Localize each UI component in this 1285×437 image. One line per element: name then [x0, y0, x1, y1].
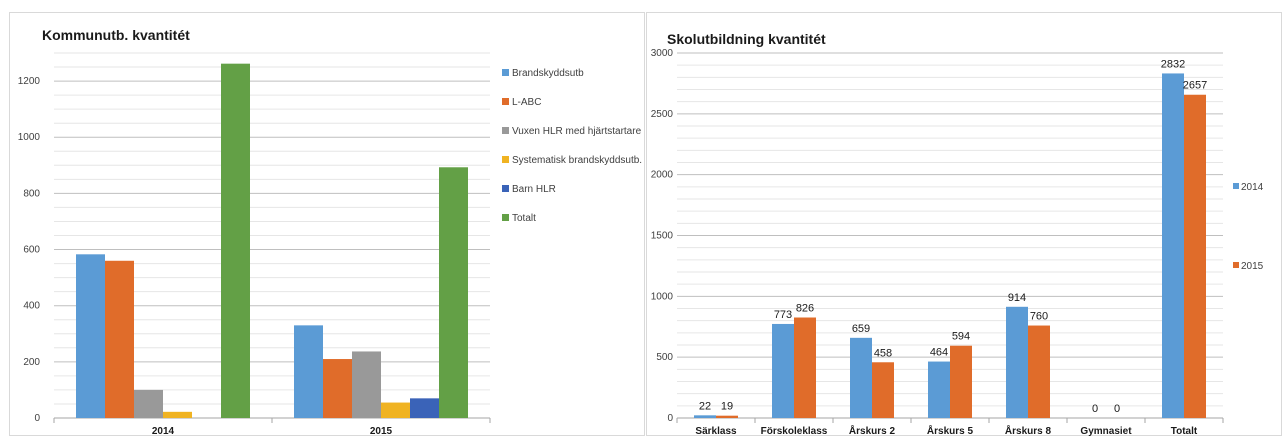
bar-barn-hlr-2015 — [410, 398, 439, 418]
data-label: 19 — [721, 401, 733, 413]
legend-label-brandskyddsutb: Brandskyddsutb — [512, 68, 584, 79]
y-tick-label: 600 — [23, 245, 40, 256]
data-label: 464 — [930, 347, 948, 359]
bar-2015-totalt — [1184, 94, 1206, 419]
bar-l-abc-2015 — [323, 359, 352, 418]
x-category-label: Årskurs 5 — [927, 424, 974, 437]
y-tick-label: 1000 — [651, 291, 674, 302]
y-tick-label: 800 — [23, 188, 40, 199]
data-label: 914 — [1008, 292, 1026, 304]
bar-systematisk-brandskyddsutb-2014 — [163, 411, 192, 418]
legend-label-vuxen-hlr-med-hjärtstartare: Vuxen HLR med hjärtstartare — [512, 126, 642, 137]
y-tick-label: 0 — [34, 413, 40, 424]
data-label: 2657 — [1183, 80, 1207, 92]
data-label: 0 — [1114, 403, 1120, 415]
x-category-label: 2015 — [370, 426, 393, 437]
bar-2014-särklass — [694, 415, 716, 418]
legend-label-2015: 2015 — [1241, 261, 1264, 272]
legend-label-systematisk-brandskyddsutb: Systematisk brandskyddsutb. — [512, 155, 642, 166]
data-label: 22 — [699, 400, 711, 412]
x-category-label: Förskoleklass — [761, 426, 828, 437]
y-tick-label: 0 — [667, 413, 673, 424]
y-tick-label: 2000 — [651, 170, 674, 181]
data-label: 773 — [774, 309, 792, 321]
bar-vuxen-hlr-med-hjärtstartare-2015 — [352, 351, 381, 418]
y-tick-label: 3000 — [651, 48, 674, 59]
data-label: 760 — [1030, 311, 1048, 323]
bar-totalt-2014 — [221, 63, 250, 419]
chart-title: Kommunutb. kvantitét — [42, 27, 190, 43]
chart-panel-skolutbildning: Skolutbildning kvantitét 0 500 1000 1500 2000… — [646, 12, 1282, 437]
y-tick-label: 1500 — [651, 231, 674, 242]
chart-title: Skolutbildning kvantitét — [667, 31, 826, 47]
x-category-label: 2014 — [152, 426, 175, 437]
legend-swatch-l-abc — [502, 98, 509, 105]
data-label: 594 — [952, 331, 970, 343]
legend-label-2014: 2014 — [1241, 182, 1264, 193]
y-tick-label: 1200 — [18, 76, 41, 87]
x-category-label: Gymnasiet — [1080, 426, 1132, 437]
data-label: 826 — [796, 303, 814, 315]
chart-kommunutb: Kommunutb. kvantitét 0 200 400 600 800 1000 120… — [18, 27, 642, 437]
x-category-label: Årskurs 2 — [849, 424, 896, 437]
data-label: 2832 — [1161, 58, 1185, 70]
y-tick-label: 2500 — [651, 109, 674, 120]
data-label: 0 — [1092, 403, 1098, 415]
x-category-label: Totalt — [1171, 426, 1198, 437]
bar-2014-årskurs-8 — [1006, 306, 1028, 418]
bar-brandskyddsutb-2015 — [294, 325, 323, 418]
bar-2015-årskurs-8 — [1028, 325, 1050, 418]
data-label: 659 — [852, 323, 870, 335]
legend-swatch-2015 — [1233, 262, 1239, 268]
y-tick-label: 500 — [656, 352, 673, 363]
legend-label-barn-hlr: Barn HLR — [512, 184, 556, 195]
bar-2015-årskurs-2 — [872, 362, 894, 418]
bar-2014-förskoleklass — [772, 323, 794, 418]
x-category-label: Årskurs 8 — [1005, 424, 1052, 437]
bar-2015-förskoleklass — [794, 317, 816, 418]
bar-systematisk-brandskyddsutb-2015 — [381, 402, 410, 418]
bar-2014-årskurs-2 — [850, 337, 872, 418]
y-tick-label: 1000 — [18, 132, 41, 143]
bar-l-abc-2014 — [105, 260, 134, 418]
bar-brandskyddsutb-2014 — [76, 254, 105, 418]
legend-swatch-barn-hlr — [502, 185, 509, 192]
bar-2015-årskurs-5 — [950, 345, 972, 418]
bar-vuxen-hlr-med-hjärtstartare-2014 — [134, 389, 163, 418]
data-label: 458 — [874, 347, 892, 359]
x-category-label: Särklass — [695, 426, 737, 437]
bar-2014-årskurs-5 — [928, 361, 950, 418]
legend-swatch-totalt — [502, 214, 509, 221]
legend-label-totalt: Totalt — [512, 213, 536, 224]
legend-swatch-systematisk-brandskyddsutb — [502, 156, 509, 163]
y-tick-label: 400 — [23, 301, 40, 312]
bar-totalt-2015 — [439, 167, 468, 418]
bar-2015-särklass — [716, 415, 738, 418]
chart-panel-kommunutb: Kommunutb. kvantitét 0 200 400 600 800 1000 120… — [9, 12, 645, 437]
legend-swatch-brandskyddsutb — [502, 69, 509, 76]
chart-skolutbildning: Skolutbildning kvantitét 0 500 1000 1500 2000… — [651, 31, 1264, 437]
bar-2014-totalt — [1162, 73, 1184, 418]
legend-label-l-abc: L-ABC — [512, 97, 541, 108]
y-tick-label: 200 — [23, 357, 40, 368]
legend-swatch-vuxen-hlr-med-hjärtstartare — [502, 127, 509, 134]
legend-swatch-2014 — [1233, 183, 1239, 189]
